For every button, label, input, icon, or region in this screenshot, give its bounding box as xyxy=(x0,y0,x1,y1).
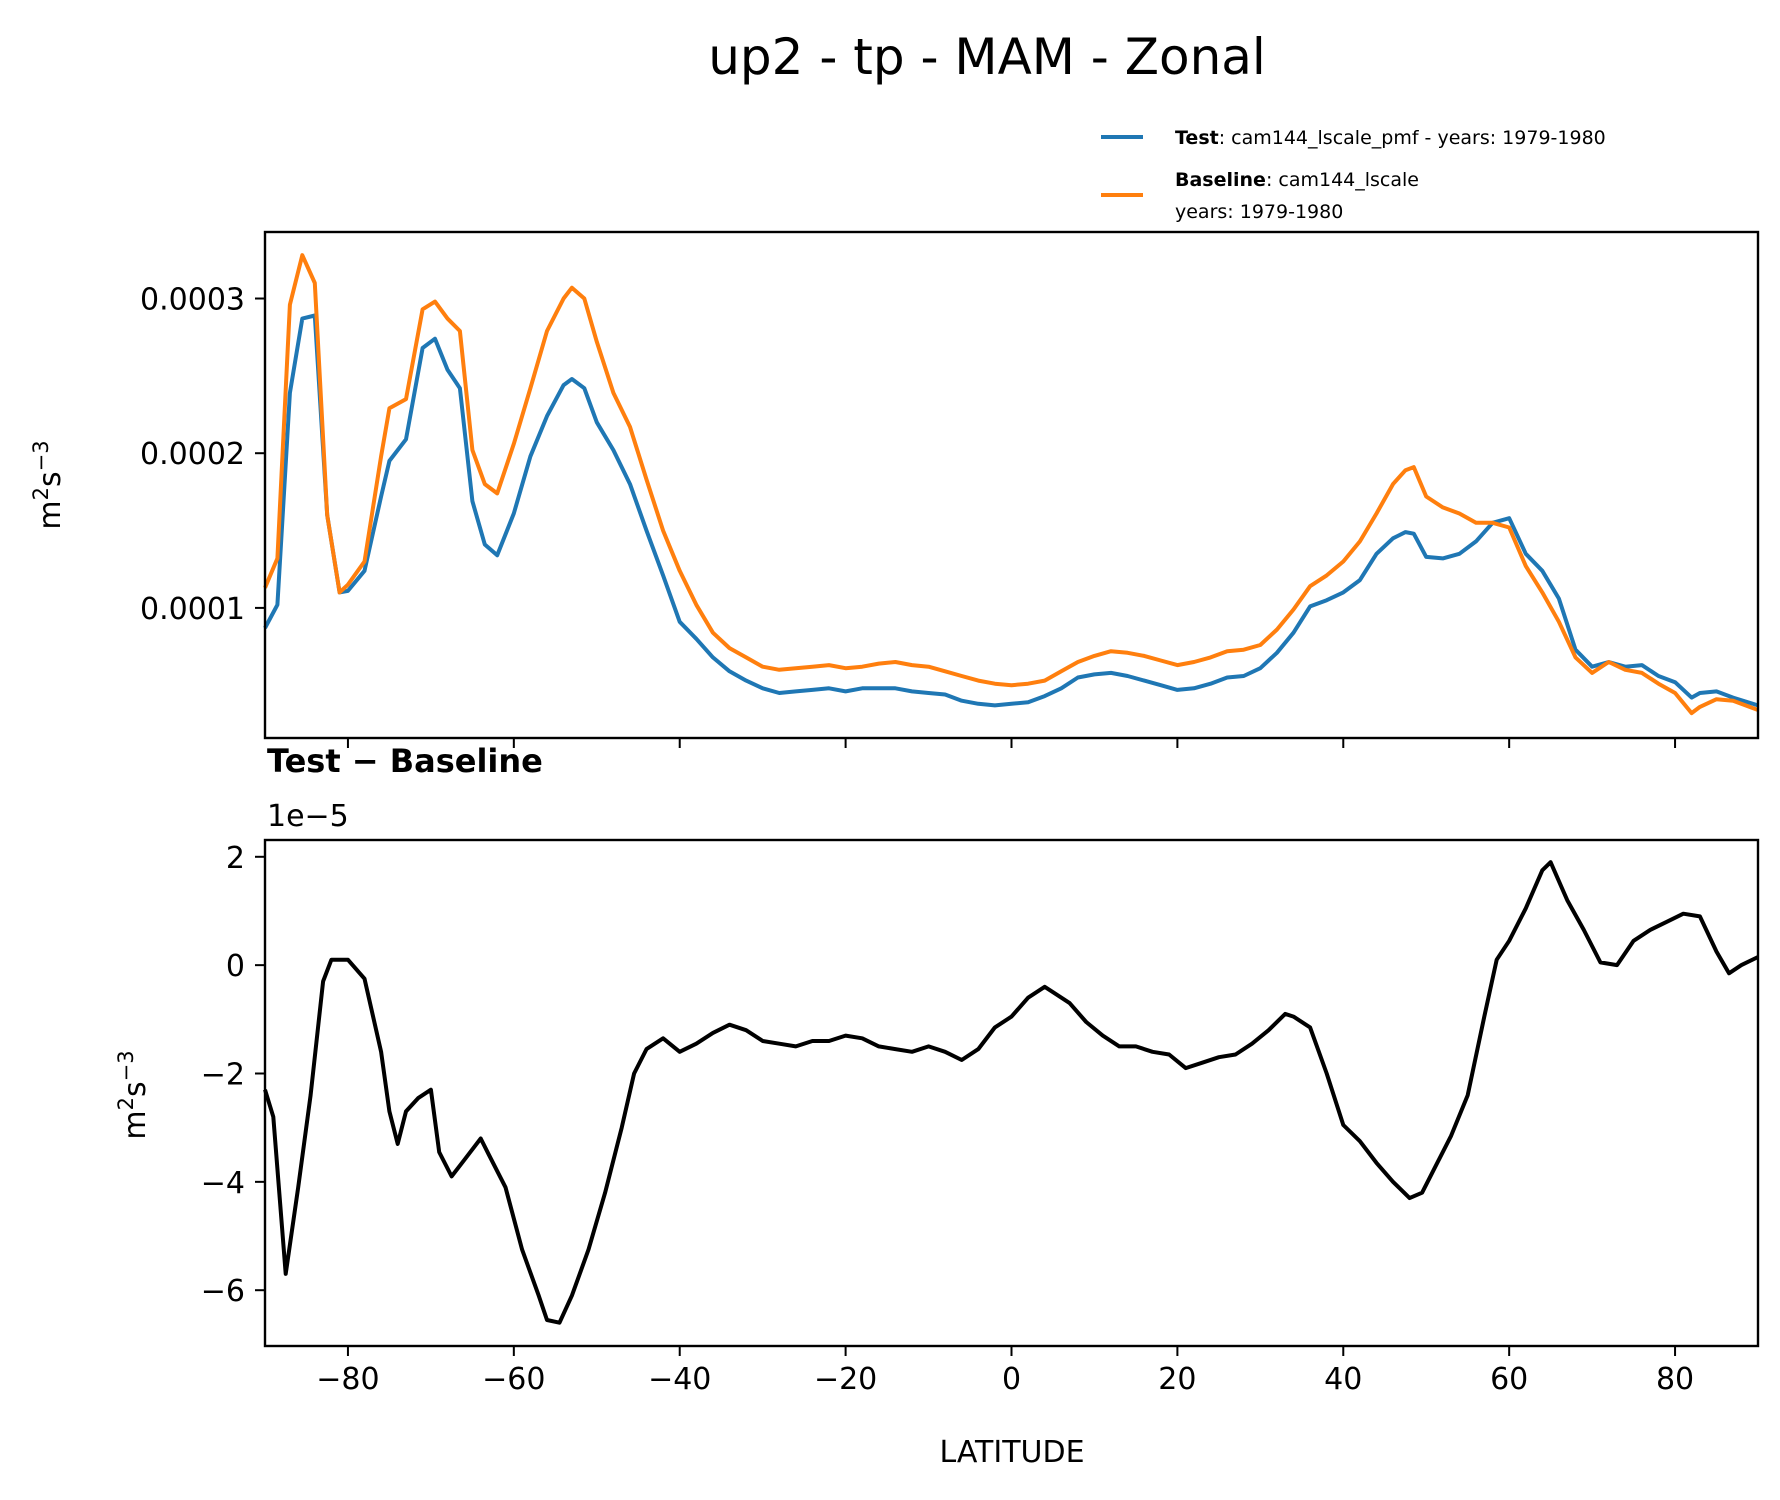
x-tick-label: 60 xyxy=(1490,1362,1528,1397)
top-axes: 0.0001 0.0002 0.0003 xyxy=(140,230,1760,748)
x-tick-label: −20 xyxy=(814,1362,877,1397)
y-tick-label: −2 xyxy=(201,1057,245,1092)
legend-entry-test: Test: cam144_lscale_pmf - years: 1979-19… xyxy=(1175,127,1606,149)
y-tick-label: 0.0003 xyxy=(140,283,245,318)
x-tick-label: −80 xyxy=(316,1362,379,1397)
x-tick-label: 80 xyxy=(1656,1362,1694,1397)
offset-text: 1e−5 xyxy=(267,799,349,834)
axes-frame xyxy=(263,838,1760,1348)
y-tick-label: −6 xyxy=(201,1274,245,1309)
x-tick-label: 20 xyxy=(1158,1362,1196,1397)
y-tick-label: 0.0002 xyxy=(140,437,245,472)
x-tick-label: −40 xyxy=(648,1362,711,1397)
x-tick-label: −60 xyxy=(482,1362,545,1397)
x-axis-label: LATITUDE xyxy=(939,1435,1084,1470)
y-tick-label: 0.0001 xyxy=(140,592,245,627)
y-tick-label: 0 xyxy=(226,949,245,984)
figure-title: up2 - tp - MAM - Zonal xyxy=(708,28,1266,86)
series-line-test xyxy=(263,313,1759,708)
series-line-baseline xyxy=(263,253,1759,716)
y-tick-label: −4 xyxy=(201,1166,245,1201)
y-tick-label: 2 xyxy=(226,841,245,876)
diff-panel-title: Test − Baseline xyxy=(267,742,543,780)
legend-entry-baseline: Baseline: cam144_lscale xyxy=(1175,169,1419,191)
top-y-axis-label: m2s−3 xyxy=(29,440,68,529)
x-tick-label: 40 xyxy=(1324,1362,1362,1397)
legend-entry-baseline-years: years: 1979-1980 xyxy=(1175,201,1343,223)
bottom-axes: −80 −60 −40 −20 0 20 40 60 80−6−4−202 xyxy=(201,838,1760,1397)
x-tick-label: 0 xyxy=(1002,1362,1021,1397)
series-line-test-baseline xyxy=(263,860,1759,1325)
legend: Test: cam144_lscale_pmf - years: 1979-19… xyxy=(1101,127,1606,223)
bottom-y-axis-label: m2s−3 xyxy=(114,1050,153,1139)
